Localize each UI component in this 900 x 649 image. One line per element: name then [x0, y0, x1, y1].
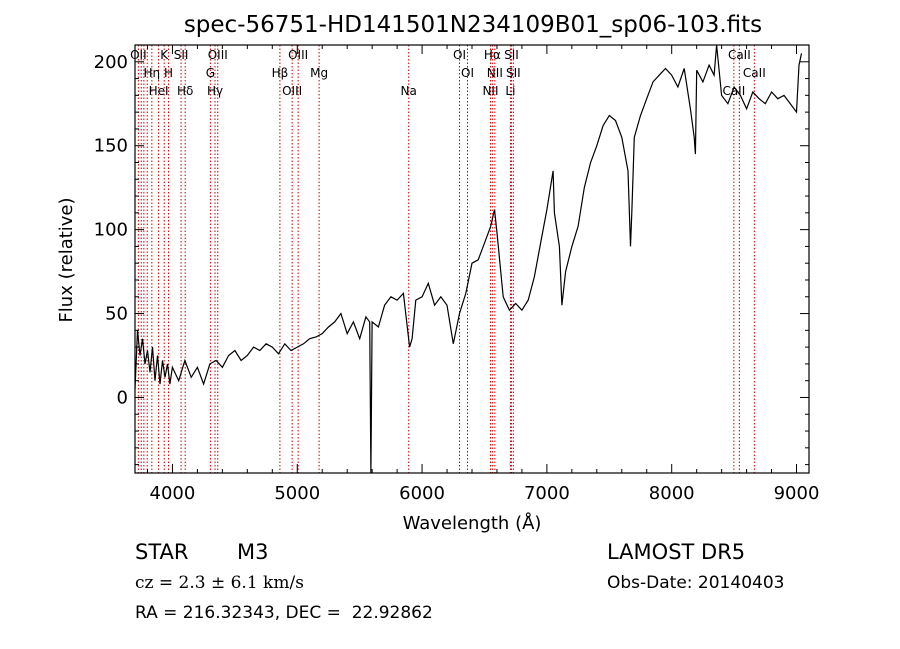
spectral-line-label: OI	[453, 48, 466, 62]
x-axis-label: Wavelength (Å)	[403, 512, 542, 534]
y-axis-label: Flux (relative)	[56, 197, 77, 322]
spectral-line-label: SII	[506, 66, 521, 80]
spectral-line-label: OIII	[282, 84, 302, 98]
observation-date: Obs-Date: 20140403	[607, 573, 785, 593]
spectral-line-label: Hδ	[177, 84, 193, 98]
chart-title: spec-56751-HD141501N234109B01_sp06-103.f…	[184, 12, 762, 38]
spectral-line-label: CaII	[743, 66, 766, 80]
spectral-line-label: HeI	[149, 84, 169, 98]
spectral-line-labels: OIIHηHeIKHHδSIIGHγOIIIHβOIIIOIIIMgNaOIOI…	[130, 48, 766, 98]
x-tick-label: 5000	[274, 483, 320, 504]
spectral-line-label: OI	[461, 66, 474, 80]
y-tick-label: 0	[117, 387, 128, 408]
flux-series-line	[134, 44, 803, 474]
spectral-line-label: NII	[482, 84, 498, 98]
spectral-line-label: G	[206, 66, 215, 80]
y-tick-label: 150	[94, 136, 128, 157]
x-tick-label: 7000	[524, 483, 570, 504]
coordinates: RA = 216.32343, DEC = 22.92862	[135, 603, 433, 623]
spectral-line-label: SII	[504, 48, 519, 62]
spectral-line-label: H	[164, 66, 173, 80]
spectral-line-label: NII	[487, 66, 503, 80]
spectral-line-label: Hα	[484, 48, 501, 62]
x-tick-label: 9000	[774, 483, 820, 504]
x-tick-label: 4000	[150, 483, 196, 504]
object-class: STAR	[135, 540, 189, 564]
spectral-line-label: Mg	[310, 66, 328, 80]
spectral-line-label: K	[160, 48, 169, 62]
y-tick-label: 100	[94, 220, 128, 241]
spectral-line-label: OIII	[288, 48, 308, 62]
spectral-line-label: Hγ	[207, 84, 223, 98]
redshift-value: cz = 2.3 ± 6.1 km/s	[135, 573, 304, 593]
spectral-line-label: OIII	[208, 48, 228, 62]
y-tick-label: 50	[105, 304, 128, 325]
y-tick-label: 200	[94, 52, 128, 73]
spectral-line-label: Li	[505, 84, 515, 98]
x-axis-ticks: 4000 5000 6000 7000 8000 9000	[146, 45, 820, 504]
x-tick-label: 8000	[649, 483, 695, 504]
plot-frame	[134, 44, 810, 474]
object-subclass: M3	[237, 540, 269, 564]
spectral-line-label: Hη	[144, 66, 161, 80]
spectral-line-label: Na	[401, 84, 417, 98]
x-tick-label: 6000	[399, 483, 445, 504]
spectral-line-label: Hβ	[272, 66, 289, 80]
spectral-line-label: OII	[130, 48, 147, 62]
spectral-lines-layer	[137, 45, 755, 473]
spectral-line-label: SII	[174, 48, 189, 62]
y-axis-ticks: 0 50 100 150 200	[94, 52, 809, 466]
spectral-line-label: CaII	[728, 48, 751, 62]
survey-name: LAMOST DR5	[607, 540, 746, 564]
